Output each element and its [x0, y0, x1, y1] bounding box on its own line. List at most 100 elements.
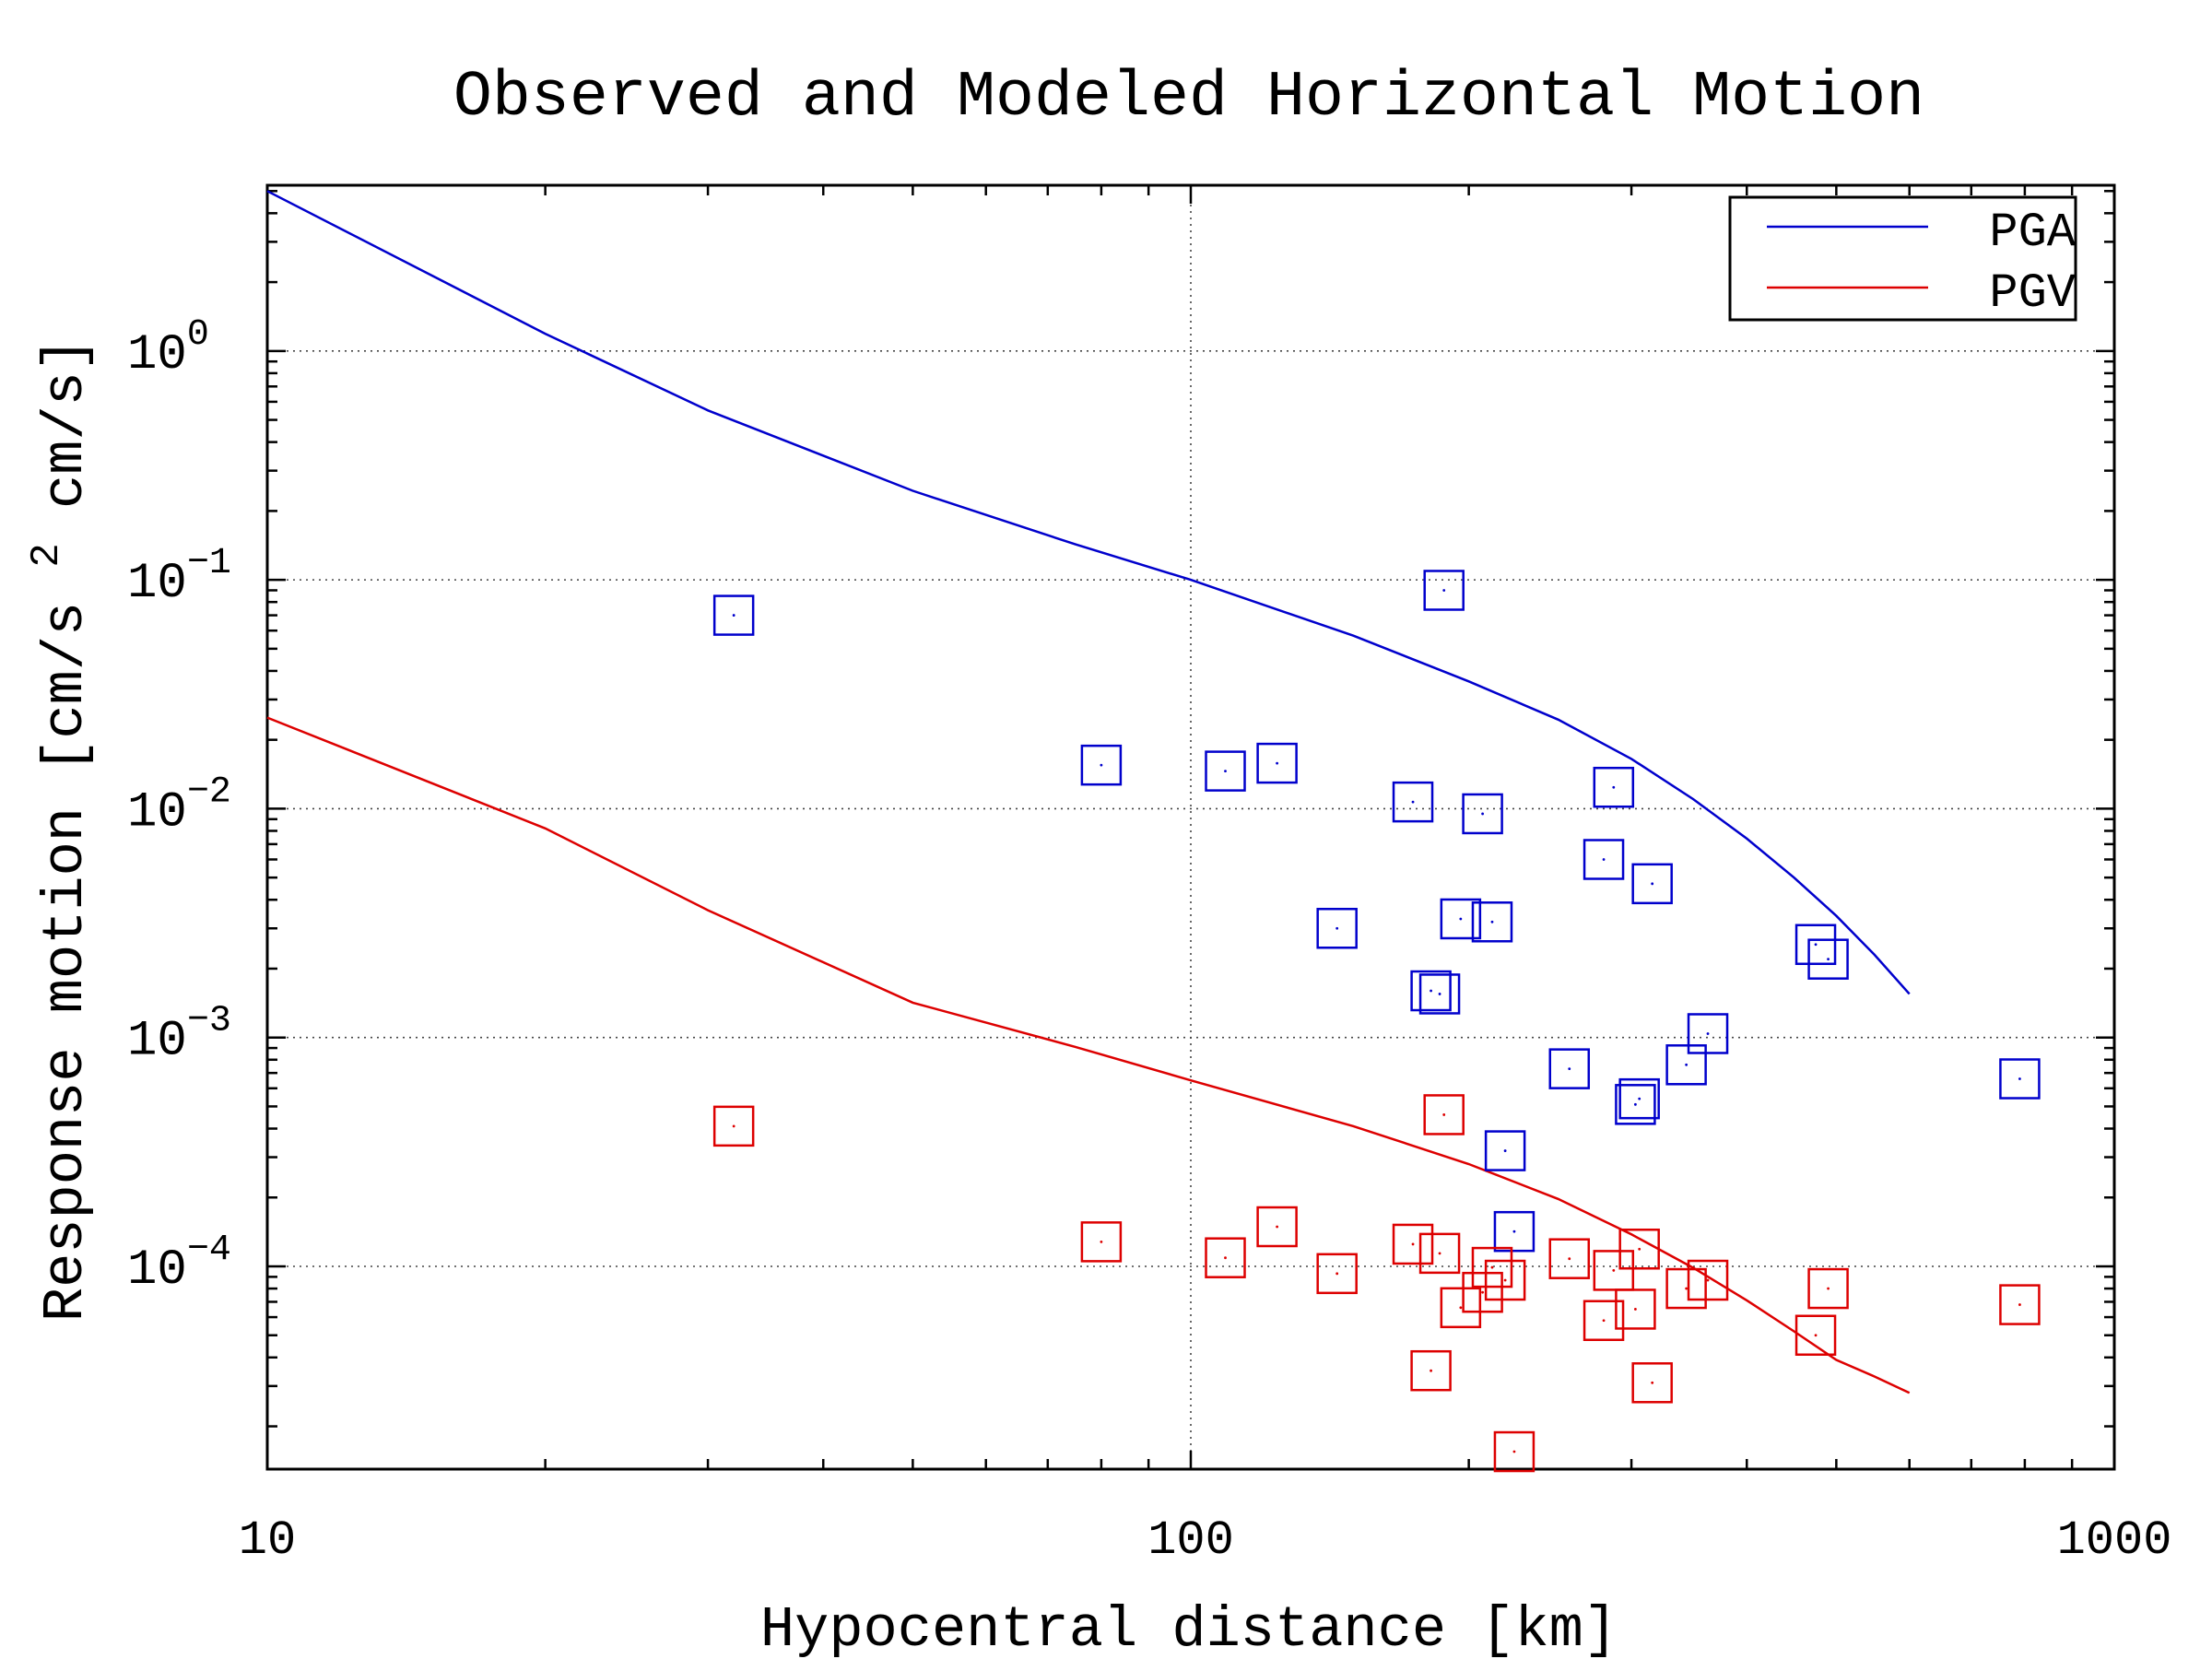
data-point-pgv	[1618, 1228, 1660, 1270]
data-point-pgv	[1548, 1238, 1591, 1279]
data-point-pga	[1080, 744, 1123, 786]
data-point-center	[1503, 1149, 1507, 1152]
data-point-center	[1276, 1225, 1279, 1229]
data-point-pga	[1687, 1013, 1729, 1054]
data-point-pgv	[1583, 1300, 1625, 1341]
data-point-pgv	[1423, 1094, 1465, 1135]
data-point-pgv	[1593, 1250, 1635, 1291]
data-point-center	[1411, 1242, 1415, 1246]
data-point-pgv	[1205, 1237, 1246, 1278]
data-point-pga	[1999, 1058, 2041, 1100]
data-point-center	[1685, 1287, 1688, 1290]
data-point-center	[1512, 1230, 1516, 1233]
data-point-pgv	[1794, 1314, 1837, 1356]
data-point-center	[1827, 1287, 1830, 1290]
data-point-center	[1430, 989, 1432, 993]
data-point-center	[1224, 1256, 1227, 1260]
data-point-center	[1512, 1450, 1516, 1453]
data-point-center	[1706, 1278, 1710, 1282]
chart-title: Observed and Modeled Horizontal Motion	[453, 62, 1924, 135]
data-point-pga	[1794, 924, 1837, 966]
data-point-center	[1568, 1067, 1571, 1071]
data-point-pgv	[1471, 1246, 1513, 1288]
data-point-pga	[1205, 750, 1246, 792]
data-point-pgv	[1418, 1232, 1461, 1275]
data-point-center	[1602, 1319, 1606, 1323]
data-point-center	[1612, 785, 1616, 789]
data-point-pgv	[1410, 1349, 1452, 1392]
data-point-pgv	[1493, 1430, 1535, 1473]
data-point-center	[1602, 858, 1606, 861]
data-point-pgv	[1256, 1206, 1298, 1248]
data-point-center	[1224, 770, 1227, 773]
x-axis-label: Hypocentral distance [km]	[760, 1597, 1618, 1659]
data-point-pgv	[1316, 1253, 1358, 1295]
data-point-center	[2018, 1077, 2021, 1080]
data-point-pga	[1631, 863, 1673, 905]
data-point-pga	[1440, 898, 1482, 940]
data-point-pga	[1418, 973, 1461, 1015]
data-point-pga	[1615, 1084, 1656, 1125]
data-point-center	[1638, 1097, 1641, 1100]
series-group	[266, 190, 2041, 1473]
x-tick-labels: 10 100 1000	[239, 1513, 2172, 1568]
legend-box	[1728, 195, 2077, 322]
data-point-center	[1634, 1102, 1637, 1106]
data-point-center	[1411, 800, 1415, 804]
y-axis-label-superscript: 2	[24, 543, 70, 567]
data-point-center	[1814, 1334, 1818, 1337]
data-point-pga	[1665, 1044, 1707, 1086]
data-point-pga	[1807, 938, 1849, 980]
data-point-center	[1276, 761, 1279, 765]
data-point-center	[1335, 926, 1339, 930]
data-point-center	[732, 614, 735, 617]
y-axis-label-rest: cm/s]	[33, 337, 99, 543]
data-point-pgv	[1440, 1287, 1482, 1329]
data-point-pga	[712, 594, 755, 636]
data-point-pga	[1583, 839, 1625, 880]
y-axis-label: Response motion [cm/s 2 cm/s]	[24, 337, 99, 1322]
data-point-center	[1490, 1265, 1494, 1269]
x-tick-label: 100	[1147, 1513, 1234, 1568]
y-axis-label-main: Response motion [cm/s	[33, 602, 99, 1322]
data-point-pga	[1471, 901, 1513, 943]
data-point-center	[1706, 1032, 1710, 1035]
data-point-center	[1503, 1278, 1507, 1282]
data-point-center	[1814, 943, 1818, 947]
y-tick-label: 100	[127, 314, 209, 383]
data-point-center	[1685, 1063, 1688, 1066]
y-tick-label: 10−4	[127, 1230, 231, 1299]
data-point-pga	[1423, 570, 1465, 611]
data-point-center	[1490, 920, 1494, 924]
data-point-pgv	[1462, 1271, 1503, 1313]
data-point-center	[1459, 1306, 1463, 1310]
tick-marks	[265, 185, 2116, 1469]
y-tick-label: 10−3	[127, 1001, 231, 1070]
data-point-pgv	[1807, 1267, 1849, 1310]
data-point-center	[1481, 1290, 1485, 1294]
data-point-center	[1442, 589, 1446, 592]
data-point-center	[1612, 1269, 1616, 1272]
data-point-pgv	[1080, 1221, 1123, 1263]
data-point-pgv	[1484, 1259, 1526, 1301]
data-point-center	[1438, 1252, 1441, 1255]
data-point-pgv	[1615, 1288, 1656, 1330]
y-tick-label: 10−2	[127, 771, 231, 841]
data-point-center	[1430, 1369, 1432, 1372]
series-line-pgv	[266, 716, 1911, 1394]
data-point-pga	[1618, 1077, 1660, 1120]
x-tick-label: 1000	[2057, 1513, 2172, 1568]
y-tick-labels: 100 10−1 10−2 10−3 10−4	[127, 314, 231, 1299]
data-point-pgv	[1665, 1267, 1707, 1310]
data-point-pga	[1493, 1210, 1535, 1253]
data-point-pgv	[1687, 1259, 1729, 1301]
data-point-pga	[1256, 742, 1298, 784]
data-point-pgv	[1392, 1223, 1434, 1265]
data-point-center	[1438, 993, 1441, 995]
data-point-center	[1568, 1257, 1571, 1261]
data-point-center	[1335, 1272, 1339, 1276]
data-point-center	[2018, 1303, 2021, 1306]
legend-label-pgv: PGV	[1989, 266, 2076, 321]
data-point-center	[1459, 917, 1463, 921]
data-point-pgv	[1999, 1284, 2041, 1325]
